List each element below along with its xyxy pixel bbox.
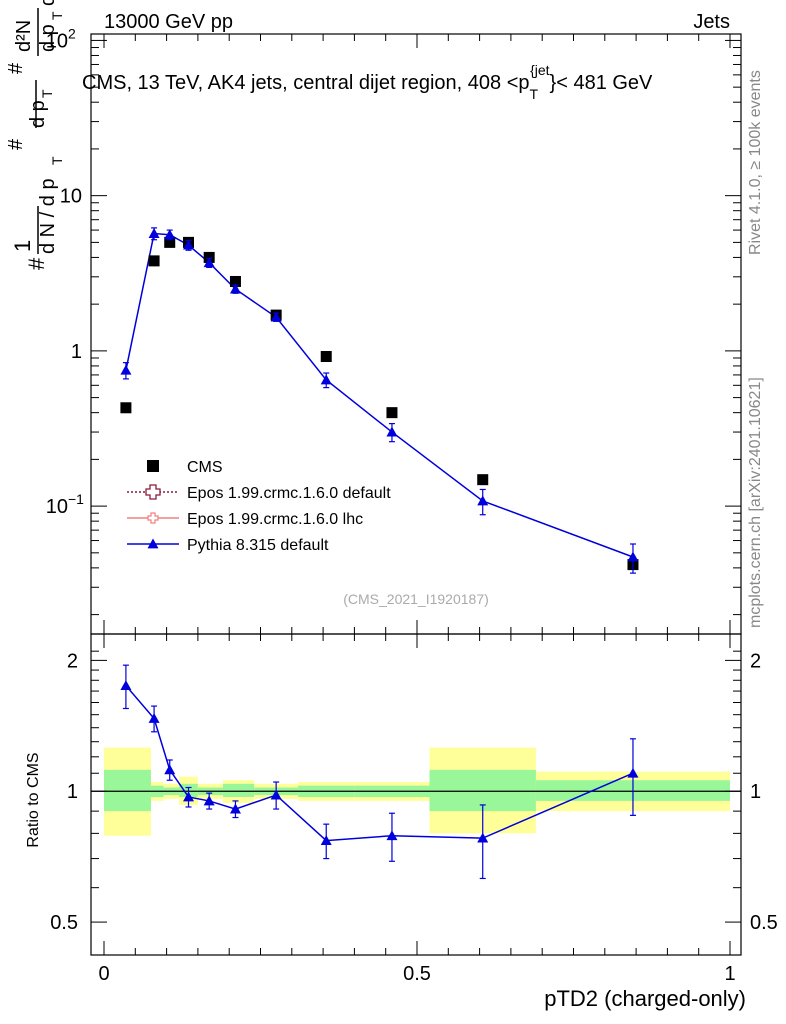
ylabel-hash-3: # <box>5 62 27 74</box>
ylabel-d2n: d²N <box>13 20 35 52</box>
ylabel-hash-2: # <box>5 138 27 150</box>
legend: CMS Epos 1.99.crmc.1.6.0 default Epos 1.99… <box>127 459 391 554</box>
pythia-point-main-1 <box>148 228 160 238</box>
pythia-line-ratio <box>125 685 634 842</box>
chart-title: CMS, 13 TeV, AK4 jets, central dijet reg… <box>82 62 653 102</box>
mcplots-label: mcplots.cern.ch [arXiv:2401.10621] <box>747 377 764 628</box>
pythia-point-main-6 <box>270 311 282 322</box>
ylabel-hash-1: # <box>24 257 49 270</box>
header-left: 13000 GeV pp <box>104 11 233 33</box>
pythia-point-ratio-2 <box>164 764 176 775</box>
ratio-y-tick-label-right-1: 1 <box>750 781 761 803</box>
pythia-point-ratio-0 <box>120 680 132 690</box>
data-series <box>120 227 639 880</box>
main-y-tick-exp-3: 2 <box>68 25 76 41</box>
main-y-tick-label-1: 1 <box>71 341 82 363</box>
rivet-label: Rivet 4.1.0, ≥ 100k events <box>747 70 764 255</box>
cms-point-0 <box>120 402 132 414</box>
title-sub: T <box>530 86 539 102</box>
uncertainty-band-inner-9 <box>429 769 536 812</box>
cms-point-8 <box>386 407 398 419</box>
legend-item-2: Epos 1.99.crmc.1.6.0 lhc <box>127 511 363 528</box>
svg-text:d p: d p <box>37 24 59 52</box>
ylabel-dn: d N / d p <box>37 178 59 254</box>
pythia-point-ratio-4 <box>203 795 215 806</box>
header-right: Jets <box>693 11 730 33</box>
pythia-point-main-2 <box>164 229 176 240</box>
legend-item-0: CMS <box>147 459 223 476</box>
svg-text:T: T <box>39 89 55 98</box>
main-y-tick-exp-0: −1 <box>68 491 84 507</box>
pythia-point-main-3 <box>183 239 195 250</box>
pythia-point-ratio-6 <box>270 789 282 800</box>
legend-item-3: Pythia 8.315 default <box>127 537 329 554</box>
title-main: CMS, 13 TeV, AK4 jets, central dijet reg… <box>82 72 530 94</box>
svg-text:T: T <box>49 11 65 20</box>
legend-epos-default-marker <box>145 484 161 500</box>
x-tick-label-0: 0 <box>98 963 109 985</box>
analysis-watermark: (CMS_2021_I1920187) <box>343 591 489 607</box>
uncertainty-band-inner-5 <box>222 783 255 797</box>
ylabel-one: 1 <box>10 240 35 252</box>
legend-item-1: Epos 1.99.crmc.1.6.0 default <box>127 484 391 502</box>
pythia-point-ratio-8 <box>386 830 398 841</box>
main-y-tick-label-0: 10 <box>46 496 68 518</box>
main-y-tick-label-3: 10 <box>46 30 68 52</box>
uncertainty-band-inner-0 <box>104 769 151 812</box>
main-y-tick-label-2: 10 <box>60 186 82 208</box>
legend-label-1: Epos 1.99.crmc.1.6.0 default <box>187 485 391 502</box>
pythia-line-main <box>125 232 634 558</box>
cms-point-9 <box>477 474 489 486</box>
svg-text:T: T <box>49 156 65 165</box>
legend-label-0: CMS <box>187 459 223 476</box>
x-axis-label: pTD2 (charged-only) <box>544 986 746 1011</box>
svg-text:dλ: dλ <box>37 0 59 6</box>
pythia-point-ratio-10 <box>627 767 639 778</box>
pythia-point-main-9 <box>477 495 489 506</box>
ratio-y-tick-label-right-2: 2 <box>750 650 761 672</box>
pythia-point-main-8 <box>386 426 398 437</box>
pythia-point-ratio-3 <box>183 791 195 802</box>
main-ylabel: # 1 d N / d p T # d p T # d²N d p T dλ <box>5 0 65 270</box>
cms-point-7 <box>320 351 332 363</box>
ratio-y-tick-label-left-0: 0.5 <box>50 912 78 934</box>
title-sup: {jet <box>530 62 550 78</box>
legend-pythia-marker <box>147 538 159 549</box>
pythia-point-main-0 <box>120 364 132 375</box>
ylabel-dp: d p <box>27 100 49 128</box>
legend-cms-marker <box>147 460 159 472</box>
ratio-y-tick-label-right-0: 0.5 <box>750 912 778 934</box>
legend-epos-lhc-marker <box>147 512 159 524</box>
pythia-point-main-7 <box>320 374 332 385</box>
cms-point-2 <box>164 236 176 248</box>
legend-label-2: Epos 1.99.crmc.1.6.0 lhc <box>187 511 363 528</box>
pythia-point-ratio-1 <box>148 713 160 723</box>
pythia-point-ratio-9 <box>477 832 489 843</box>
x-tick-label-1: 0.5 <box>403 963 431 985</box>
ratio-frame <box>90 633 742 956</box>
ratio-y-tick-label-left-1: 1 <box>67 781 78 803</box>
legend-label-3: Pythia 8.315 default <box>187 537 329 554</box>
ratio-y-tick-label-left-2: 2 <box>67 650 78 672</box>
ratio-ylabel: Ratio to CMS <box>25 752 42 847</box>
cms-point-1 <box>148 255 160 267</box>
panel-frames <box>90 33 742 956</box>
x-tick-label-2: 1 <box>724 963 735 985</box>
pythia-point-main-10 <box>627 551 639 562</box>
pythia-point-ratio-7 <box>320 835 332 845</box>
pythia-point-main-5 <box>229 283 241 294</box>
pythia-point-main-4 <box>203 257 215 268</box>
pythia-point-ratio-5 <box>229 803 241 814</box>
title-end: }< 481 GeV <box>550 72 654 94</box>
cms-point-5 <box>229 275 241 287</box>
